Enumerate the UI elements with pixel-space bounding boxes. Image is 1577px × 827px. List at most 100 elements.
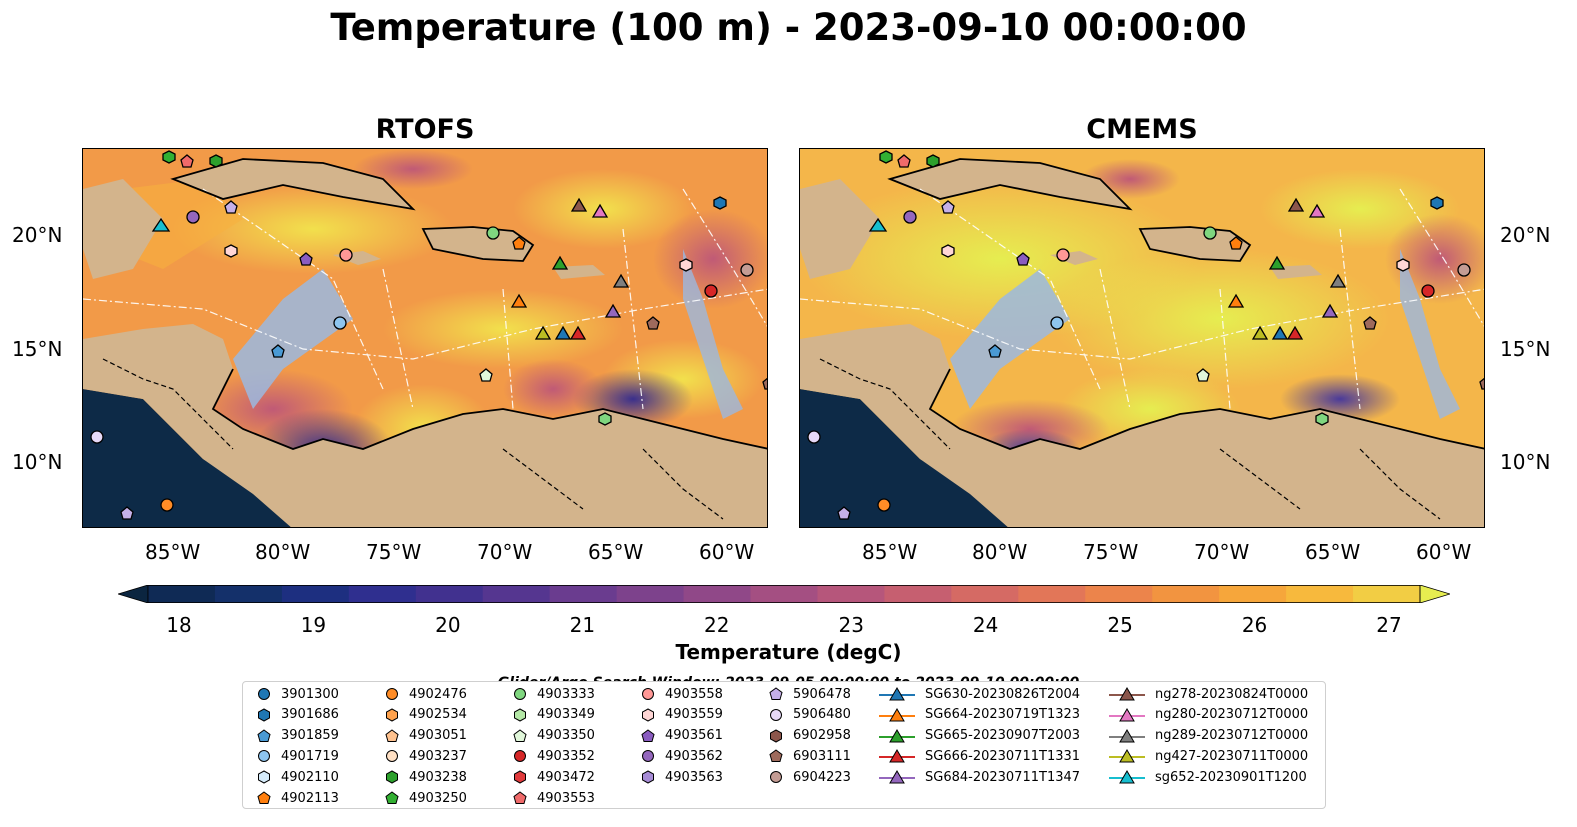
legend-item-label: 4902113 [281,790,339,806]
y-tick-label-right: 20°N [1500,223,1551,247]
legend-item-label: sg652-20230901T1200 [1155,769,1307,785]
search-window-text: Glider/Argo Search Window: 2023-09-05 00… [0,669,1577,681]
legend-item-label: ng278-20230824T0000 [1155,686,1309,702]
hexagon-marker-icon [770,729,782,743]
legend-item-label: 4902534 [409,707,467,723]
legend-item: SG665-20230907T2003 [879,726,1080,746]
colorbar-segment [1353,585,1421,603]
legend-item: 4903237 [385,746,467,766]
y-tick-label-left: 10°N [12,450,63,474]
legend-item-label: ng289-20230712T0000 [1155,728,1309,744]
x-tick-label: 75°W [1083,540,1139,564]
legend-item: 5906478 [769,684,851,704]
colorbar-segment [1152,585,1220,603]
hexagon-marker-icon [258,708,270,722]
legend-item: 4903559 [641,705,723,725]
legend-item-label: 4902110 [281,769,339,785]
legend-item-label: 4903352 [537,748,595,764]
legend-item: ng280-20230712T0000 [1109,705,1308,725]
pentagon-marker-icon [385,791,399,804]
pentagon-marker-icon [769,749,783,763]
legend-item-label: 4903349 [537,707,595,723]
legend-item-label: 3901300 [281,686,339,702]
pentagon-marker-icon [769,687,783,700]
legend-item-label: SG664-20230719T1323 [925,707,1081,723]
legend-item-label: 4903472 [537,769,595,785]
legend-item-label: 3901686 [281,707,339,723]
colorbar-segment [951,585,1019,603]
colorbar-tick-label: 21 [569,613,596,637]
triangle-marker-icon [1109,749,1145,763]
legend-item-label: 5906478 [793,686,851,702]
colorbar-segment [148,585,216,603]
hexagon-marker-icon [514,770,526,784]
colorbar-tick-label: 20 [435,613,461,637]
legend-item-label: 6902958 [793,728,851,744]
triangle-marker-icon [879,728,915,743]
legend-item-label: 4903561 [665,728,723,744]
panel-title-cmems: CMEMS [1086,114,1198,145]
colorbar-extend-high [1419,585,1450,603]
legend-item-label: 4903238 [409,769,467,785]
x-tick-label: 85°W [145,540,201,564]
legend-item: 4903563 [641,767,723,787]
map-cmems [799,148,1485,528]
legend-item: 4903349 [513,705,595,725]
colorbar-tick-label: 19 [300,613,327,637]
circle-marker-icon [770,771,782,784]
legend-item: 4903333 [513,684,595,704]
circle-marker-icon [386,688,398,700]
colorbar-segment [1085,585,1153,603]
legend-item-label: 4903237 [409,748,467,764]
x-tick-label: 75°W [366,540,422,564]
colorbar-segment [750,585,818,603]
legend-item: ng278-20230824T0000 [1109,684,1308,704]
legend-item: 4903352 [513,746,595,766]
triangle-marker-icon [879,749,915,763]
colorbar-tick-label: 18 [166,613,192,637]
legend-item-label: 6904223 [793,769,851,785]
x-tick-label: 80°W [972,540,1028,564]
triangle-marker-icon [879,687,915,701]
colorbar-tick-label: 27 [1376,613,1402,637]
map-rtofs-canvas [83,149,767,527]
x-tick-label: 60°W [1416,540,1472,564]
x-tick-label: 60°W [699,540,755,564]
colorbar-tick-label: 26 [1241,613,1268,637]
circle-marker-icon [258,688,270,700]
legend-item: 4902534 [385,705,467,725]
colorbar-segment [1219,585,1287,603]
legend-item: 6902958 [769,726,851,746]
x-tick-label: 65°W [1305,540,1361,564]
legend-item-label: SG684-20230711T1347 [925,769,1081,785]
triangle-marker-icon [1109,707,1145,722]
legend-item: 3901300 [257,684,339,704]
x-tick-label: 70°W [477,540,533,564]
colorbar [118,585,1450,603]
legend-item: sg652-20230901T1200 [1109,767,1307,787]
colorbar-tick-label: 25 [1107,613,1133,637]
legend-item-label: 4903051 [409,728,467,744]
pentagon-marker-icon [641,728,655,742]
legend-item-label: ng427-20230711T0000 [1155,748,1309,764]
legend-item: 4903250 [385,788,467,808]
legend-item-label: 4902476 [409,686,467,702]
legend-item: SG664-20230719T1323 [879,705,1080,725]
legend-item-label: 4903558 [665,686,723,702]
circle-marker-icon [642,750,654,763]
circle-marker-icon [386,750,398,763]
legend-item-label: 4903350 [537,728,595,744]
colorbar-segment [616,585,685,603]
colorbar-segment [1286,585,1354,603]
legend-item-label: 5906480 [793,707,851,723]
map-rtofs [82,148,768,528]
legend-item: 4903051 [385,726,467,746]
pentagon-marker-icon [385,728,399,742]
legend-item: 4902113 [257,788,339,808]
legend-item: 4903561 [641,726,723,746]
legend-item-label: SG666-20230711T1331 [925,748,1081,764]
legend-item-label: SG665-20230907T2003 [925,728,1081,744]
circle-marker-icon [258,750,270,763]
colorbar-segment [1018,585,1086,603]
triangle-marker-icon [879,707,915,722]
